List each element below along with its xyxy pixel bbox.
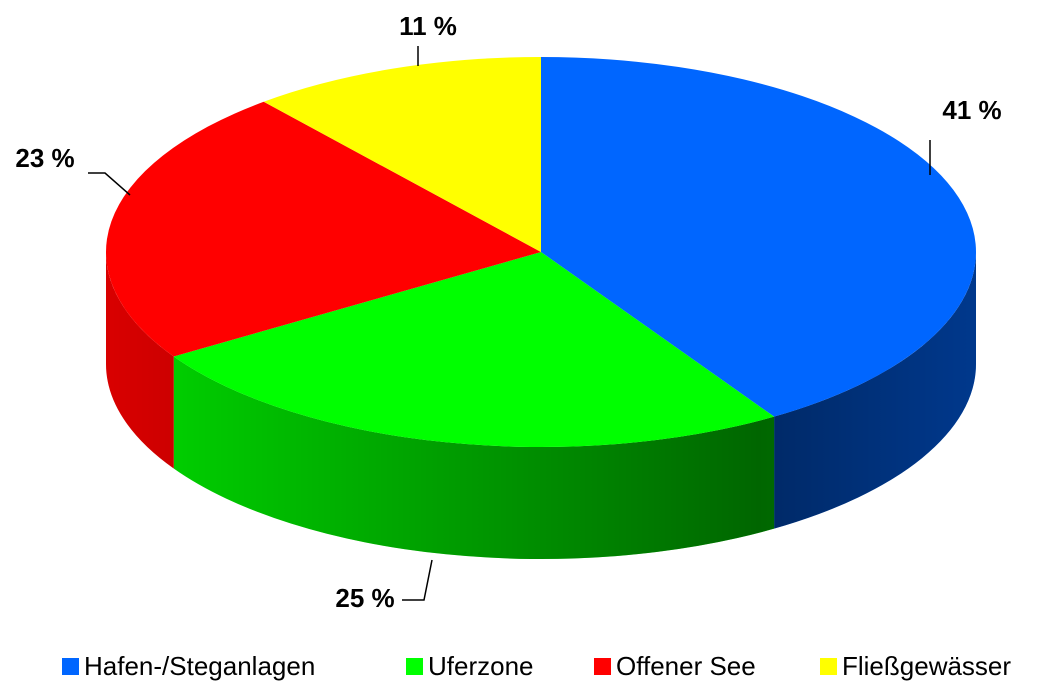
pie-sides (106, 252, 976, 559)
legend-label: Fließgewässer (842, 651, 1011, 681)
data-label: 25 % (335, 583, 394, 613)
slice (105, 101, 542, 357)
slice (173, 252, 775, 448)
legend-label: Uferzone (428, 651, 534, 681)
legend-swatch (594, 658, 611, 675)
legend-label: Offener See (616, 651, 756, 681)
legend-swatch (820, 658, 837, 675)
leader-line (402, 559, 433, 601)
slice-side-shade (106, 252, 174, 469)
legend: Hafen-/Steganlagen Uferzone Offener See Fli… (62, 651, 1011, 681)
data-labels: 41 % 25 % 23 % 11 % (15, 11, 1001, 613)
leader-line (88, 172, 131, 196)
data-label: 11 % (399, 11, 457, 41)
legend-label: Hafen-/Steganlagen (84, 651, 315, 681)
slice-side-shade (774, 252, 976, 529)
legend-swatch (406, 658, 423, 675)
slice (541, 57, 977, 417)
slice-side-shade (173, 356, 775, 559)
slice (263, 57, 541, 252)
pie-tops (105, 57, 977, 448)
data-label: 23 % (15, 143, 74, 173)
data-label: 41 % (942, 95, 1001, 125)
legend-swatch (62, 658, 79, 675)
